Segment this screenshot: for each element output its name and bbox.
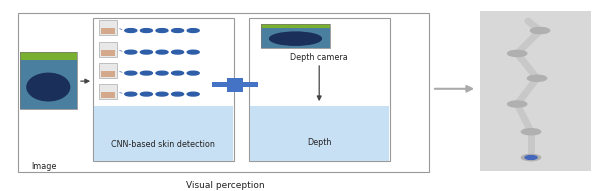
Circle shape bbox=[125, 71, 137, 75]
FancyBboxPatch shape bbox=[101, 50, 115, 56]
Text: Depth: Depth bbox=[307, 138, 331, 147]
Circle shape bbox=[156, 92, 168, 96]
FancyBboxPatch shape bbox=[261, 28, 330, 48]
FancyBboxPatch shape bbox=[261, 24, 330, 28]
Circle shape bbox=[172, 92, 184, 96]
Circle shape bbox=[156, 71, 168, 75]
FancyBboxPatch shape bbox=[227, 78, 243, 92]
Circle shape bbox=[527, 75, 547, 81]
Circle shape bbox=[525, 156, 537, 159]
Circle shape bbox=[140, 29, 152, 32]
Circle shape bbox=[140, 71, 152, 75]
Circle shape bbox=[187, 92, 199, 96]
Circle shape bbox=[521, 129, 541, 135]
FancyBboxPatch shape bbox=[212, 83, 258, 87]
Circle shape bbox=[521, 155, 541, 161]
FancyBboxPatch shape bbox=[99, 84, 117, 99]
Circle shape bbox=[172, 50, 184, 54]
FancyBboxPatch shape bbox=[101, 92, 115, 98]
FancyBboxPatch shape bbox=[94, 106, 233, 161]
Circle shape bbox=[140, 50, 152, 54]
FancyBboxPatch shape bbox=[20, 52, 77, 60]
Circle shape bbox=[125, 50, 137, 54]
Text: Visual perception: Visual perception bbox=[185, 181, 265, 190]
Text: Image: Image bbox=[31, 162, 56, 171]
Circle shape bbox=[140, 92, 152, 96]
Ellipse shape bbox=[269, 32, 322, 45]
Ellipse shape bbox=[27, 73, 70, 101]
FancyBboxPatch shape bbox=[99, 20, 117, 35]
Circle shape bbox=[187, 29, 199, 32]
Circle shape bbox=[172, 71, 184, 75]
Circle shape bbox=[187, 50, 199, 54]
Circle shape bbox=[156, 29, 168, 32]
Text: Depth camera: Depth camera bbox=[290, 53, 348, 62]
FancyBboxPatch shape bbox=[99, 63, 117, 78]
Circle shape bbox=[508, 50, 527, 57]
Circle shape bbox=[172, 29, 184, 32]
Circle shape bbox=[156, 50, 168, 54]
FancyBboxPatch shape bbox=[20, 60, 77, 109]
FancyBboxPatch shape bbox=[101, 71, 115, 77]
Circle shape bbox=[125, 29, 137, 32]
Circle shape bbox=[125, 92, 137, 96]
Text: CNN-based skin detection: CNN-based skin detection bbox=[111, 140, 215, 149]
FancyBboxPatch shape bbox=[480, 11, 591, 171]
Circle shape bbox=[508, 101, 527, 107]
Circle shape bbox=[530, 28, 550, 34]
FancyBboxPatch shape bbox=[99, 42, 117, 57]
FancyBboxPatch shape bbox=[101, 28, 115, 34]
Circle shape bbox=[187, 71, 199, 75]
FancyBboxPatch shape bbox=[250, 106, 389, 161]
